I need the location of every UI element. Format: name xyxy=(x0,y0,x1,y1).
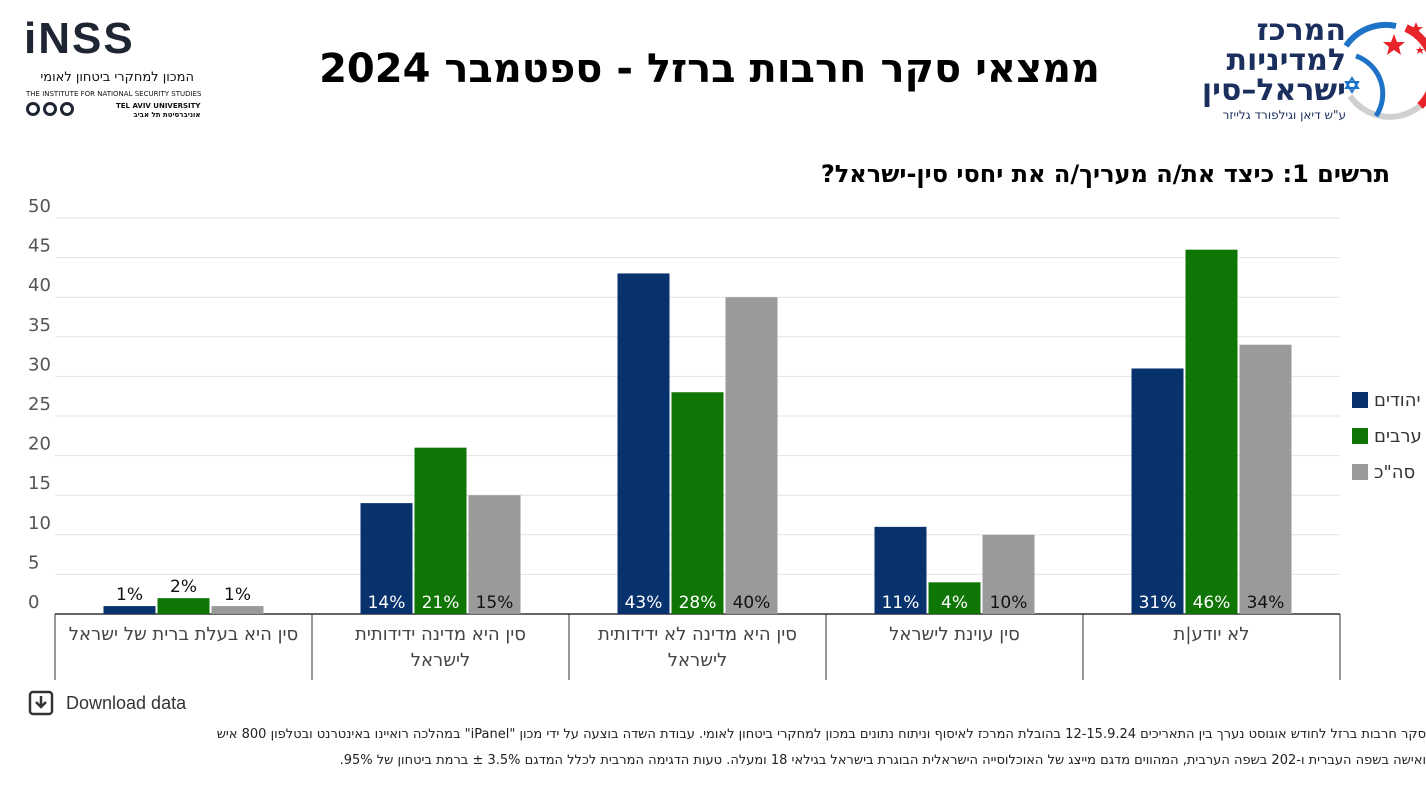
y-tick-label: 10 xyxy=(28,513,51,534)
inss-logo-word: iNSS xyxy=(24,14,135,63)
y-tick-label: 20 xyxy=(28,434,51,455)
data-label: 21% xyxy=(422,593,460,613)
bar xyxy=(928,582,981,614)
tau-label-he: אוניברסיטת תל אביב xyxy=(133,111,201,119)
data-label: 31% xyxy=(1139,593,1177,613)
y-tick-label: 15 xyxy=(28,473,51,494)
download-icon xyxy=(28,690,54,716)
center-logo-line-3: ישראל–סין xyxy=(1201,73,1346,108)
bar xyxy=(1239,344,1292,614)
bar xyxy=(671,392,724,614)
legend-label-total: סה"כ xyxy=(1374,461,1416,483)
bar xyxy=(468,495,521,614)
bar xyxy=(1131,368,1184,614)
legend-swatch-jews xyxy=(1352,392,1368,408)
x-tick-label: לישראל xyxy=(411,650,470,671)
legend-item-arabs[interactable]: ערבים xyxy=(1352,418,1426,454)
legend-item-jews[interactable]: יהודים xyxy=(1352,382,1426,418)
y-tick-label: 30 xyxy=(28,354,51,375)
y-tick-label: 25 xyxy=(28,394,51,415)
download-data-button[interactable]: Download data xyxy=(28,690,186,716)
bar xyxy=(360,503,413,614)
tau-label: TEL AVIV UNIVERSITY אוניברסיטת תל אביב xyxy=(116,102,201,120)
data-label: 15% xyxy=(476,593,514,613)
y-tick-label: 50 xyxy=(28,196,51,217)
data-label: 1% xyxy=(116,585,143,605)
bar xyxy=(157,598,210,614)
page-header: iNSS המכון למחקרי ביטחון לאומי THE INSTI… xyxy=(0,0,1426,140)
data-label: 11% xyxy=(882,593,920,613)
data-label: 28% xyxy=(679,593,717,613)
data-label: 1% xyxy=(224,585,251,605)
survey-footnote: סקר חרבות ברזל לחודש אוגוסט נערך בין התא… xyxy=(0,722,1426,774)
legend-swatch-arabs xyxy=(1352,428,1368,444)
y-tick-label: 45 xyxy=(28,236,51,257)
x-tick-label: סין היא בעלת ברית של ישראל xyxy=(69,624,298,645)
x-tick-label: סין היא מדינה לא ידידותית xyxy=(598,624,797,645)
center-logo-title: המרכז למדיניות ישראל–סין xyxy=(1202,16,1346,106)
inss-logo-english: THE INSTITUTE FOR NATIONAL SECURITY STUD… xyxy=(26,90,202,98)
tau-label-en: TEL AVIV UNIVERSITY xyxy=(116,102,201,110)
download-data-label: Download data xyxy=(66,692,187,713)
x-tick-label: לישראל xyxy=(668,650,727,671)
bar xyxy=(211,606,264,614)
bar xyxy=(414,447,467,614)
center-logo-line-2: למדיניות xyxy=(1226,43,1346,78)
page-title: ממצאי סקר חרבות ברזל - ספטמבר 2024 xyxy=(319,46,1100,92)
legend-label-jews: יהודים xyxy=(1374,389,1421,411)
inss-logo-hebrew: המכון למחקרי ביטחון לאומי xyxy=(40,70,194,85)
y-tick-label: 0 xyxy=(28,592,39,613)
star-emblem-icon xyxy=(1343,21,1426,120)
inss-logo: iNSS המכון למחקרי ביטחון לאומי THE INSTI… xyxy=(24,14,204,124)
israel-china-center-logo: המרכז למדיניות ישראל–סין ע"ש דיאן וגילפו… xyxy=(1140,16,1426,128)
legend-label-arabs: ערבים xyxy=(1374,425,1422,447)
bar-chart: 0 5 10 15 20 25 30 35 40 45 50 סין היא בעלת ברית של… xyxy=(28,196,1341,680)
y-tick-label: 35 xyxy=(28,315,51,336)
bar xyxy=(617,273,670,614)
data-label: 14% xyxy=(368,593,406,613)
center-logo-subtitle: ע"ש דיאן וגילפורד גלייזר xyxy=(1222,108,1346,122)
footnote-line-2: ואישה בשפה העברית ו-202 בשפה הערבית, המה… xyxy=(339,753,1426,768)
center-logo-line-1: המרכז xyxy=(1256,13,1346,48)
tau-seal-icons xyxy=(26,102,74,116)
data-label: 46% xyxy=(1193,593,1231,613)
data-label: 10% xyxy=(990,593,1028,613)
footnote-line-1: סקר חרבות ברזל לחודש אוגוסט נערך בין התא… xyxy=(216,727,1426,742)
chart-title: תרשים 1: כיצד את/ה מעריך/ה את יחסי סין-י… xyxy=(820,160,1390,188)
x-tick-label: סין עוינת לישראל xyxy=(889,624,1020,645)
y-tick-label: 5 xyxy=(28,552,39,573)
bar xyxy=(1185,249,1238,614)
bar xyxy=(874,526,927,614)
data-label: 43% xyxy=(625,593,663,613)
bar xyxy=(103,606,156,614)
y-tick-label: 40 xyxy=(28,275,51,296)
chart-legend: יהודים ערבים סה"כ xyxy=(1352,382,1426,490)
data-label: 40% xyxy=(733,593,771,613)
data-label: 2% xyxy=(170,577,197,597)
legend-item-total[interactable]: סה"כ xyxy=(1352,454,1426,490)
data-label: 4% xyxy=(941,593,968,613)
legend-swatch-total xyxy=(1352,464,1368,480)
data-label: 34% xyxy=(1247,593,1285,613)
x-tick-label: סין היא מדינה ידידותית xyxy=(355,624,526,645)
bar xyxy=(982,534,1035,614)
x-tick-label: לא יודע|ת xyxy=(1174,624,1250,645)
bar xyxy=(725,297,778,614)
